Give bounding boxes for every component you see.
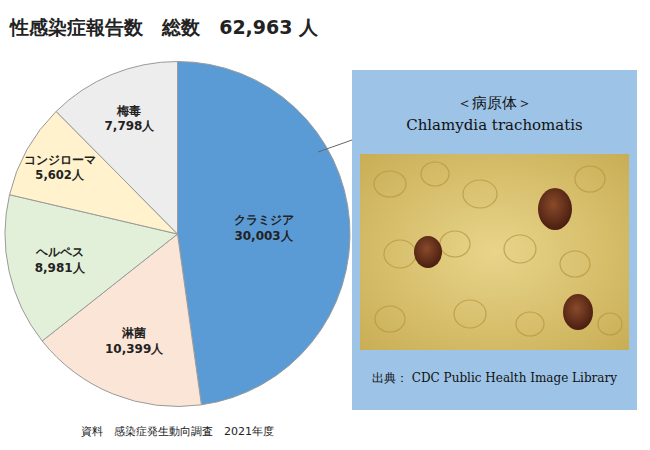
html-text:Chlamydia trachomatis: Chlamydia trachomatis [406, 116, 583, 134]
svg-text:梅毒7,798人: 梅毒7,798人 [104, 104, 155, 134]
html-text:＜病原体＞: ＜病原体＞ [457, 94, 532, 112]
svg-text:資料 感染症発生動向調査 2021年度: 資料 感染症発生動向調査 2021年度 [81, 425, 274, 438]
svg-text:クラミジア30,003人: クラミジア30,003人 [234, 213, 294, 243]
svg-text:コンジローマ5,602人: コンジローマ5,602人 [24, 153, 96, 182]
html-text:出典： CDC Public Health Image Li: 出典： CDC Public Health Image Library [372, 371, 617, 385]
svg-text:ヘルペス8,981人: ヘルペス8,981人 [35, 245, 86, 275]
svg-text:性感染症報告数 総数 62,963 人: 性感染症報告数 総数 62,963 人 [9, 16, 319, 38]
svg-text:淋菌10,399人: 淋菌10,399人 [105, 326, 164, 356]
